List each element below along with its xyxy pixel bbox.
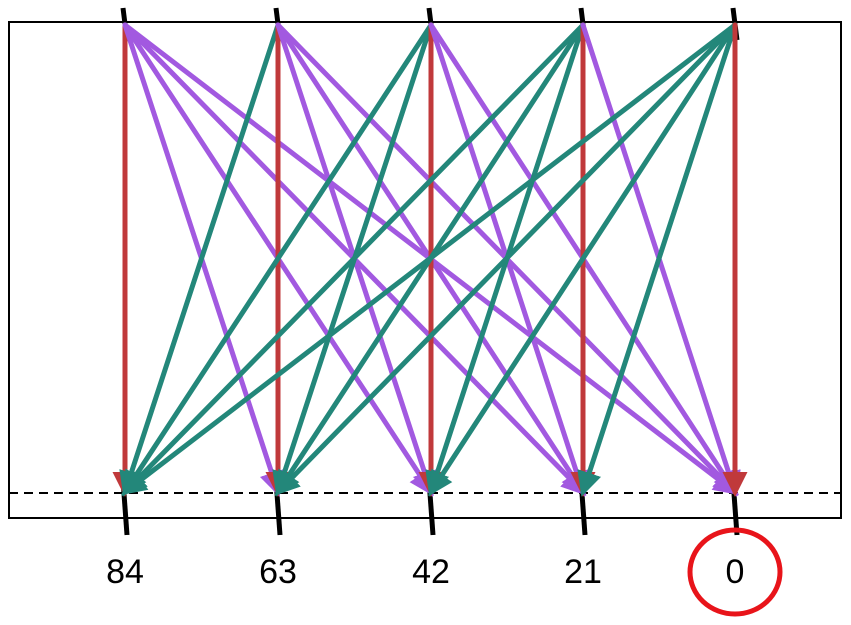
node-label: 42 bbox=[412, 553, 450, 591]
leftward-arrow bbox=[121, 22, 586, 496]
leftward-arrow bbox=[274, 22, 738, 496]
leftward-arrow bbox=[119, 22, 281, 497]
node-label: 63 bbox=[259, 553, 297, 591]
node-label: 84 bbox=[106, 553, 144, 591]
node-labels: 84 63 42 21 0 bbox=[106, 553, 744, 591]
leftward-arrow bbox=[428, 22, 738, 497]
leftward-arrow bbox=[121, 22, 738, 496]
leftward-arrow bbox=[122, 22, 434, 497]
arrow-layer bbox=[112, 22, 748, 497]
highlight-ring bbox=[687, 527, 783, 617]
node-label: 0 bbox=[726, 553, 745, 591]
leftward-arrow bbox=[577, 22, 738, 497]
node-label: 21 bbox=[564, 553, 602, 591]
diagram-frame bbox=[8, 21, 842, 519]
